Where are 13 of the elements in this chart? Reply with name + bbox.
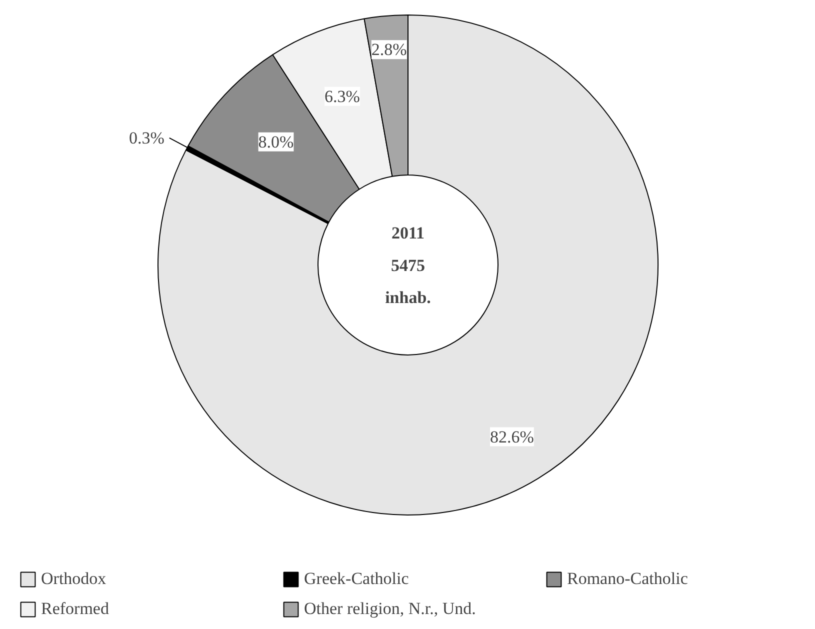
data-label: 8.0% [258, 132, 294, 152]
text: 2011 [391, 223, 425, 242]
text: 5475 [391, 256, 425, 275]
legend-label: Romano-Catholic [567, 569, 689, 589]
data-label: 6.3% [324, 86, 360, 106]
legend-label: Other religion, N.r., Und. [304, 599, 477, 619]
data-label: 0.3% [128, 128, 164, 148]
legend-label: Orthodox [41, 569, 108, 589]
data-label: 82.6% [490, 427, 534, 446]
legend-label: Reformed [41, 599, 110, 619]
legend-label: Greek-Catholic [304, 569, 410, 589]
data-label: 2.8% [371, 40, 407, 60]
text: inhab. [385, 288, 431, 308]
